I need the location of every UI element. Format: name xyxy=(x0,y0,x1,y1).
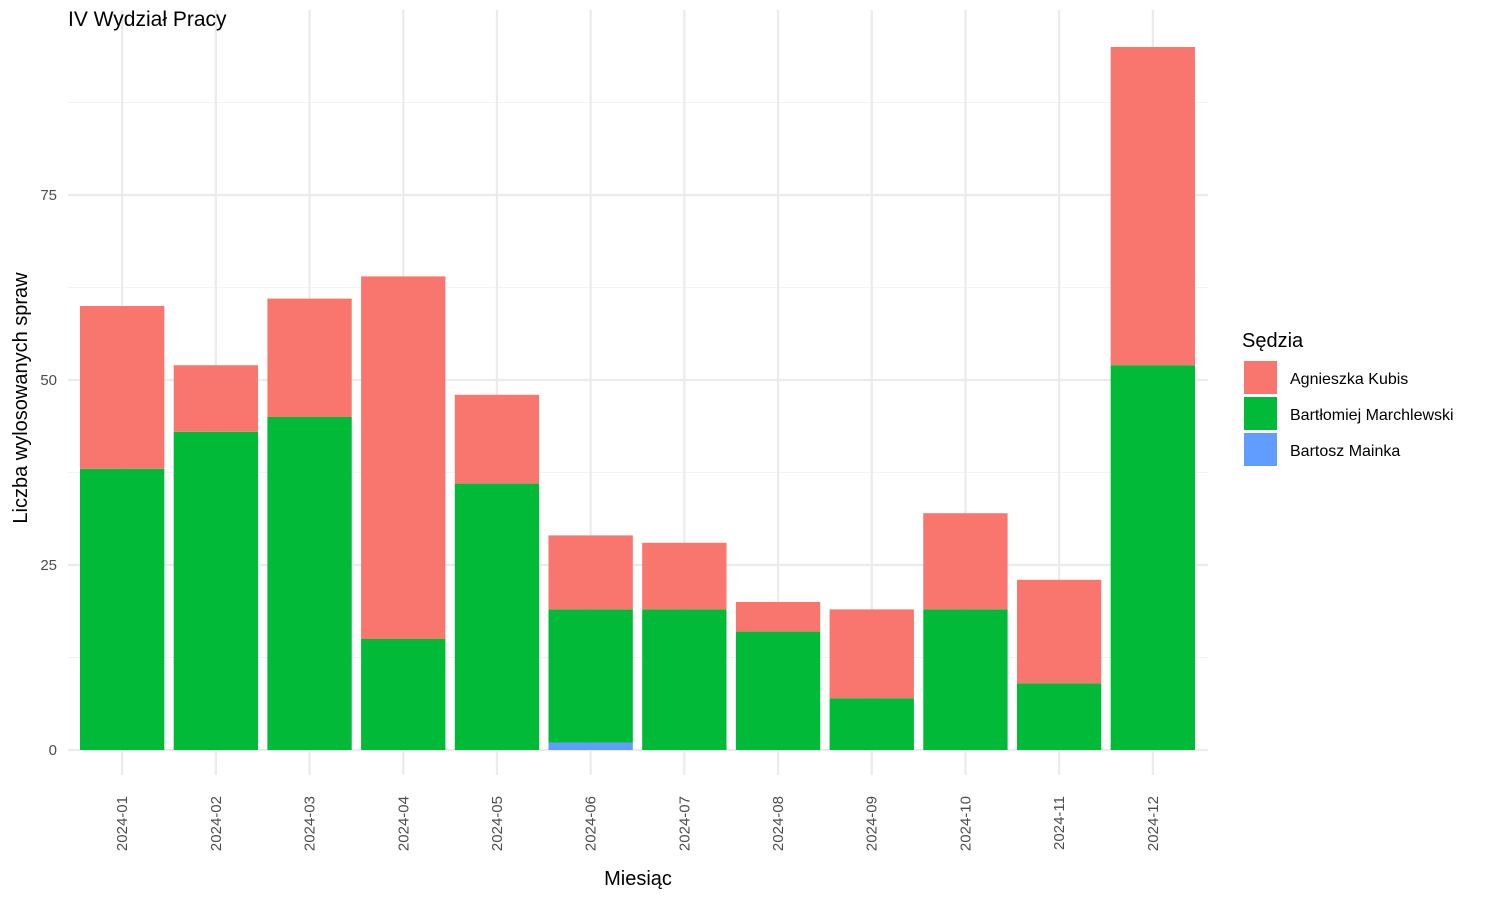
bar-segment xyxy=(548,609,633,743)
x-tick-label: 2024-08 xyxy=(770,796,787,851)
bar-segment xyxy=(173,431,259,750)
y-tick-label: 0 xyxy=(49,742,57,759)
bar-segment xyxy=(267,417,352,750)
y-axis-ticks: 0 25 50 75 xyxy=(40,187,57,759)
legend-label: Bartosz Mainka xyxy=(1290,443,1400,460)
legend-key xyxy=(1244,361,1277,394)
bar-segment xyxy=(735,631,821,750)
bar-segment xyxy=(173,365,259,432)
x-tick-label: 2024-12 xyxy=(1145,796,1162,851)
x-tick-label: 2024-07 xyxy=(676,796,693,851)
bar-segment xyxy=(642,609,727,750)
x-tick-label: 2024-10 xyxy=(957,796,974,851)
legend-title: Sędzia xyxy=(1242,330,1304,352)
chart-title: IV Wydział Pracy xyxy=(68,8,227,31)
bars xyxy=(80,47,1195,750)
x-tick-label: 2024-02 xyxy=(208,796,225,851)
bar-segment xyxy=(80,306,165,469)
x-tick-label: 2024-03 xyxy=(302,796,319,851)
y-tick-label: 75 xyxy=(40,187,57,204)
y-tick-label: 25 xyxy=(40,557,57,574)
bar-segment xyxy=(1016,579,1102,684)
legend-label: Agnieszka Kubis xyxy=(1290,371,1408,388)
x-axis-ticks: 2024-01 2024-02 2024-03 2024-04 2024-05 2024-… xyxy=(114,796,1162,851)
bar-segment xyxy=(1110,365,1195,750)
bar-segment xyxy=(454,394,540,484)
x-tick-label: 2024-11 xyxy=(1051,796,1068,850)
bar-segment xyxy=(361,639,446,750)
bar-segment xyxy=(642,542,727,610)
legend: Sędzia Agnieszka Kubis Bartłomiej Marchle… xyxy=(1242,330,1454,466)
bar-segment xyxy=(1016,683,1102,750)
bar-segment xyxy=(361,276,446,639)
x-tick-label: 2024-01 xyxy=(114,796,131,851)
x-axis-title: Miesiąc xyxy=(604,868,672,890)
bar-segment xyxy=(454,483,540,750)
bar-segment xyxy=(923,609,1008,750)
bar-segment xyxy=(548,535,633,610)
legend-key xyxy=(1244,397,1277,430)
y-tick-label: 50 xyxy=(40,372,57,389)
bar-segment xyxy=(829,698,914,750)
y-axis-title: Liczba wylosowanych spraw xyxy=(10,272,32,524)
bar-segment xyxy=(548,742,633,750)
x-tick-label: 2024-06 xyxy=(583,796,600,851)
bar-segment xyxy=(829,609,914,699)
x-tick-label: 2024-04 xyxy=(395,796,412,851)
bar-segment xyxy=(80,468,165,750)
bar-segment xyxy=(923,513,1008,610)
bar-segment xyxy=(1110,47,1195,366)
legend-key xyxy=(1244,433,1277,466)
x-tick-label: 2024-05 xyxy=(489,796,506,851)
legend-label: Bartłomiej Marchlewski xyxy=(1290,407,1454,424)
bar-segment xyxy=(267,298,352,417)
bar-segment xyxy=(735,602,821,632)
x-tick-label: 2024-09 xyxy=(864,796,881,851)
